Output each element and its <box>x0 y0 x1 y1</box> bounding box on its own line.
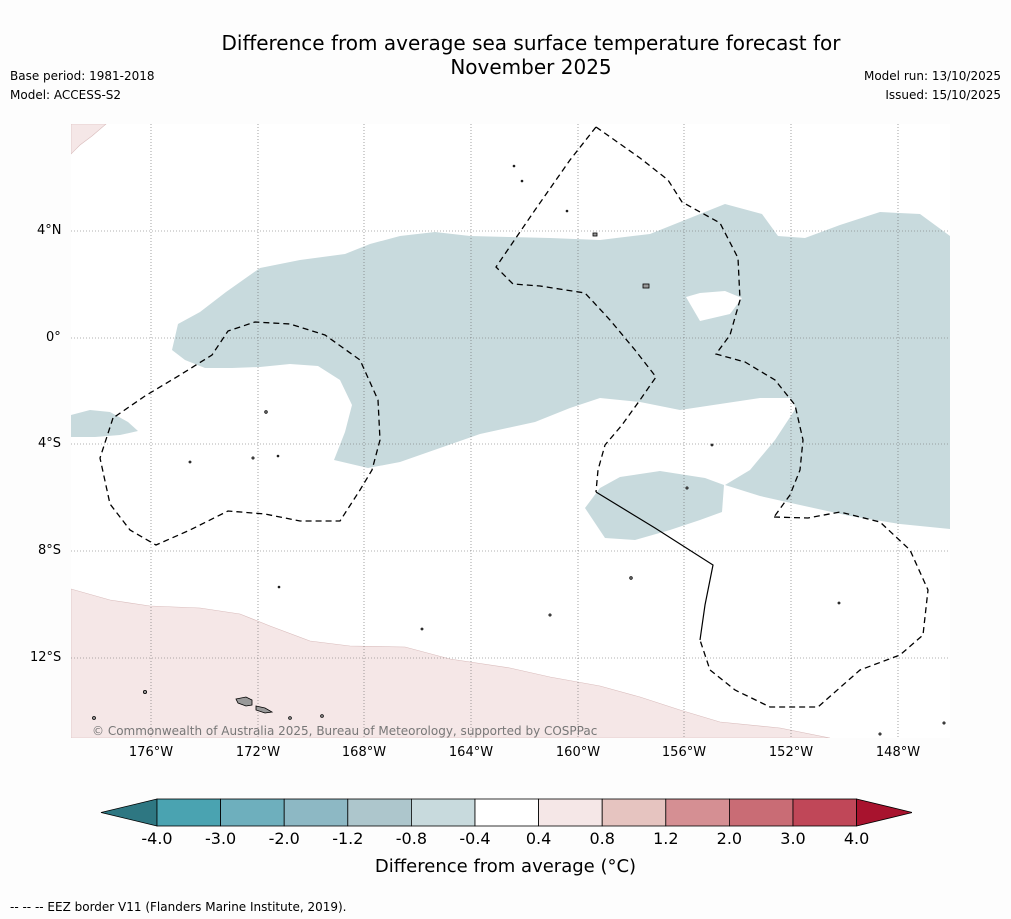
colorbar-label: Difference from average (°C) <box>374 856 637 877</box>
colorbar-segment <box>156 798 221 827</box>
island-dot <box>710 443 714 447</box>
island-dot <box>942 721 946 725</box>
cool-anomaly-region-west <box>71 410 138 437</box>
island-dot <box>512 164 516 168</box>
colorbar-tick-label: -3.0 <box>204 829 237 848</box>
metadata-left: Base period: 1981-2018 Model: ACCESS-S2 <box>10 67 155 105</box>
colorbar-segment <box>283 798 349 827</box>
warm-anomaly-region-corner <box>71 124 107 155</box>
island-dot <box>320 714 324 718</box>
colorbar-extend-low <box>100 798 158 827</box>
colorbar-tick-label: 2.0 <box>716 829 743 848</box>
islands <box>92 164 946 736</box>
colorbar-segment <box>792 798 857 827</box>
colorbar-tick-label: 0.8 <box>589 829 615 848</box>
colorbar-segment <box>410 798 476 827</box>
title-line-1: Difference from average sea surface temp… <box>221 31 841 55</box>
colorbar-tick-label: 3.0 <box>780 829 806 848</box>
eez-borders <box>99 126 929 708</box>
title-line-2: November 2025 <box>450 55 612 79</box>
eez-border-kiribati-line-east <box>595 126 804 518</box>
colorbar-segment <box>347 798 412 827</box>
colorbar-tick-label: 0.4 <box>525 829 552 848</box>
colorbar <box>100 798 912 827</box>
lon-label-160w: 160°W <box>555 745 601 760</box>
map-title: Difference from average sea surface temp… <box>110 31 952 79</box>
colorbar-tick-label: -1.2 <box>332 829 364 848</box>
island-atoll <box>592 232 598 237</box>
copyright-notice: © Commonwealth of Australia 2025, Bureau… <box>92 724 598 738</box>
colorbar-segments <box>100 798 912 827</box>
island-dot <box>565 209 569 213</box>
colorbar-segment <box>601 798 667 827</box>
colorbar-segment <box>729 798 794 827</box>
island-dot <box>92 716 96 720</box>
cool-anomaly-region-main <box>172 204 950 529</box>
lat-label-12s: 12°S <box>30 650 62 665</box>
island-dot <box>878 732 882 736</box>
colorbar-segment <box>220 798 285 827</box>
lon-label-152w: 152°W <box>768 745 814 760</box>
sst-anomaly-map <box>71 124 950 738</box>
island-dot <box>520 179 524 183</box>
island-dot <box>548 613 552 617</box>
lon-label-172w: 172°W <box>235 745 281 760</box>
base-period: Base period: 1981-2018 <box>10 69 155 83</box>
metadata-right: Model run: 13/10/2025 Issued: 15/10/2025 <box>864 67 1001 105</box>
model-run: Model run: 13/10/2025 <box>863 69 1001 83</box>
lon-label-164w: 164°W <box>448 745 494 760</box>
island-dot <box>188 460 192 464</box>
colorbar-tick-label: 4.0 <box>843 829 870 848</box>
colorbar-tick-label: -0.4 <box>459 829 491 848</box>
island-dot <box>685 486 689 490</box>
island-samoa <box>235 696 253 707</box>
island-samoa-east <box>255 705 274 714</box>
colorbar-extend-high <box>856 798 912 827</box>
colorbar-segment <box>665 798 730 827</box>
colorbar-tick-label: -2.0 <box>268 829 300 848</box>
eez-legend-footer: -- -- -- EEZ border V11 (Flanders Marine… <box>10 900 347 914</box>
issued-date: Issued: 15/10/2025 <box>885 88 1001 102</box>
island-dot <box>288 716 292 720</box>
island-dot <box>277 585 281 589</box>
warm-anomaly-region-south <box>71 588 831 738</box>
lat-label-4n: 4°N <box>37 223 62 238</box>
lon-label-168w: 168°W <box>341 745 387 760</box>
colorbar-tick-label: 1.2 <box>653 829 679 848</box>
lat-label-8s: 8°S <box>38 543 62 558</box>
island-dot <box>251 456 255 460</box>
island-dot <box>837 601 841 605</box>
colorbar-segment <box>474 798 539 827</box>
lat-label-0: 0° <box>46 330 61 345</box>
colorbar-tick-label: -0.8 <box>395 829 427 848</box>
island-dot <box>142 690 147 695</box>
island-dot <box>264 410 268 414</box>
eez-border-solid-segment <box>595 491 714 641</box>
island-dot <box>420 627 424 631</box>
lon-label-156w: 156°W <box>661 745 707 760</box>
island-dot <box>276 454 280 458</box>
lat-label-4s: 4°S <box>38 436 62 451</box>
lon-label-148w: 148°W <box>875 745 921 760</box>
island-dot <box>629 576 633 580</box>
island-atoll <box>642 283 650 289</box>
colorbar-segment <box>538 798 603 827</box>
gridlines <box>71 124 950 738</box>
model-name: Model: ACCESS-S2 <box>10 88 122 102</box>
eez-border-kiribati-phoenix <box>99 321 381 546</box>
warm-patch-inside-cool <box>686 291 742 321</box>
eez-border-kiribati-line-north <box>495 126 657 493</box>
colorbar-tick-label: -4.0 <box>141 829 173 848</box>
lon-label-176w: 176°W <box>128 745 174 760</box>
eez-border-south <box>699 511 929 708</box>
cool-anomaly-region-south <box>585 471 724 540</box>
